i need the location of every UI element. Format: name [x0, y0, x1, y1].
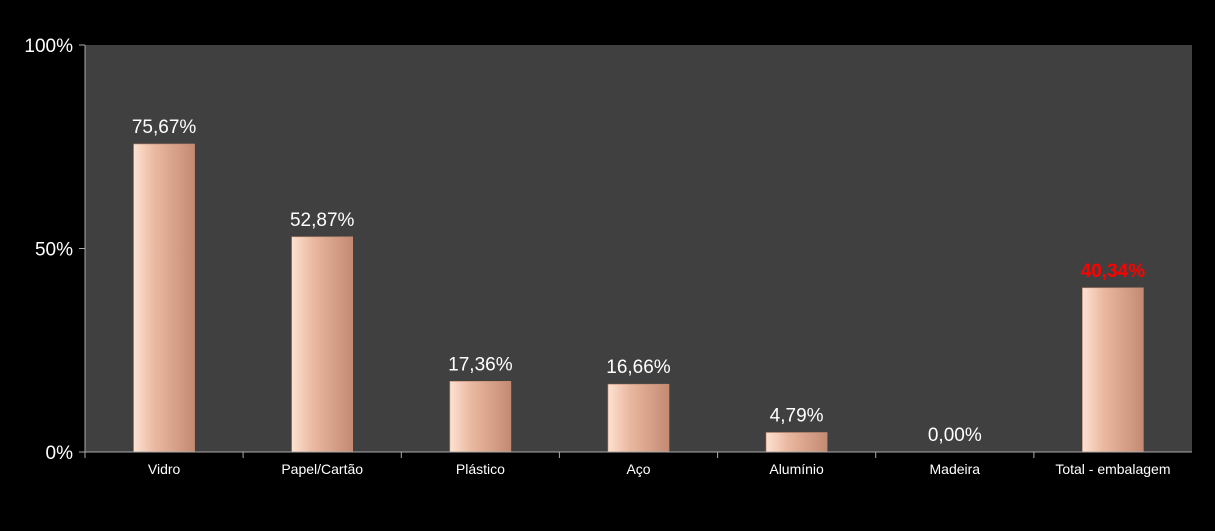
data-label: 17,36%	[448, 354, 513, 375]
data-label: 0,00%	[928, 425, 982, 446]
data-label: 75,67%	[132, 117, 197, 138]
data-label: 40,34%	[1081, 261, 1146, 282]
x-tick-label: Total - embalagem	[1055, 461, 1170, 477]
bars-group: 75,67% 52,87% 17,36% 16,66% 4,79% 0,00% 40,34%	[132, 117, 1146, 453]
bar	[449, 380, 512, 453]
x-tick-label: Papel/Cartão	[281, 461, 363, 477]
data-label: 16,66%	[606, 357, 671, 378]
x-tick-label: Alumínio	[769, 461, 824, 477]
bar	[133, 143, 195, 453]
bar	[607, 383, 670, 453]
x-tick-label: Aço	[626, 461, 650, 477]
data-label: 4,79%	[770, 406, 824, 427]
data-label: 52,87%	[290, 210, 355, 231]
axes-group: Vidro Papel/Cartão Plástico Aço Alumínio Made…	[24, 36, 1192, 477]
bar	[765, 432, 828, 453]
y-tick-label: 50%	[35, 240, 73, 261]
bar	[291, 236, 354, 453]
bar	[1082, 287, 1144, 453]
x-tick-label: Madeira	[930, 461, 981, 477]
x-tick-label: Vidro	[148, 461, 181, 477]
y-tick-label: 0%	[46, 443, 74, 464]
y-tick-label: 100%	[24, 36, 73, 57]
x-tick-label: Plástico	[456, 461, 505, 477]
